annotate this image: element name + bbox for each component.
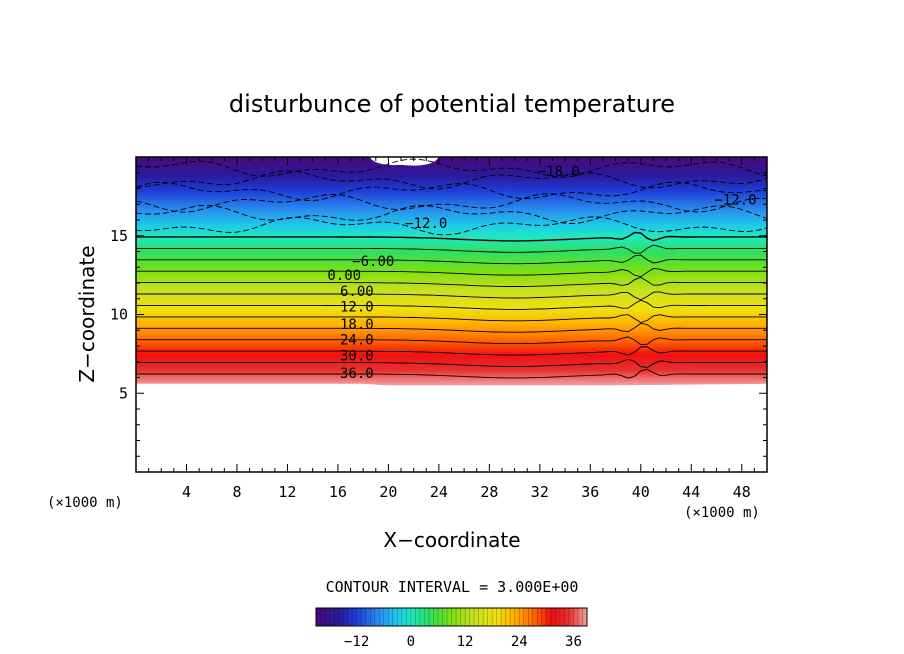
colorbar: −12 0 12 24 36 (315, 607, 588, 650)
contour-line (136, 358, 767, 369)
y-axis-ticks: 5 10 15 (110, 172, 767, 457)
colorbar-tick-label: 24 (511, 634, 528, 650)
contour-line (136, 193, 767, 213)
contour-label: 0.00 (327, 268, 361, 284)
y-tick-label: 10 (110, 306, 128, 324)
contour-line (136, 216, 767, 236)
contour-line (136, 244, 767, 254)
contour-line (136, 314, 767, 323)
colorbar-frame (315, 607, 588, 627)
contour-label: −6.00 (352, 254, 394, 270)
colorbar-stripes (320, 608, 583, 626)
colorbar-tick-label: 36 (565, 634, 582, 650)
contour-interval-text: CONTOUR INTERVAL = 3.000E+00 (326, 578, 579, 596)
y-tick-label: 5 (119, 384, 128, 402)
colorbar-tick-label: −12 (344, 634, 369, 650)
contour-label: 18.0 (340, 317, 374, 333)
contour-label: 12.0 (340, 300, 374, 316)
field-top-patch (369, 157, 439, 166)
x-tick-label: 48 (733, 483, 751, 501)
contour-line (136, 336, 767, 346)
plot-area: −18.0 −12.0 −12.0 −6.000.006.0012.018.024.0… (135, 156, 768, 473)
contour-label: 36.0 (340, 366, 374, 382)
contour-line (136, 254, 767, 265)
contour-line (136, 158, 767, 178)
x-tick-label: 32 (531, 483, 549, 501)
x-tick-label: 28 (480, 483, 498, 501)
x-axis-ticks: 4 8 12 16 20 24 28 32 36 40 44 48 (148, 157, 755, 501)
contour-line (136, 204, 767, 224)
contour-label: 30.0 (340, 348, 374, 364)
contour-label: 6.00 (340, 284, 374, 300)
colorbar-tick-label: 0 (407, 634, 415, 650)
y-axis-label: Z−coordinate (75, 245, 99, 382)
colorbar-fill (316, 608, 587, 626)
x-unit-left: (×1000 m) (47, 495, 123, 511)
x-tick-label: 16 (329, 483, 347, 501)
contour-line (136, 181, 767, 202)
contour-labels: −18.0 −12.0 −12.0 −6.000.006.0012.018.024.0… (327, 164, 756, 382)
colorbar-tick-label: 12 (457, 634, 474, 650)
chart-title: disturbunce of potential temperature (229, 90, 675, 118)
contour-label: −18.0 (538, 164, 580, 180)
contour-label: −12.0 (714, 193, 756, 209)
x-axis-label: X−coordinate (383, 528, 520, 552)
x-tick-label: 20 (379, 483, 397, 501)
contour-label: −12.0 (405, 216, 447, 232)
contour-label: 24.0 (340, 333, 374, 349)
field-bottom-edge (136, 383, 767, 392)
contour-line (136, 368, 767, 379)
x-tick-label: 36 (581, 483, 599, 501)
y-tick-label: 15 (110, 227, 128, 245)
x-tick-label: 8 (232, 483, 241, 501)
x-tick-label: 4 (182, 483, 191, 501)
contour-line (136, 231, 767, 242)
contour-line (136, 346, 767, 356)
contour-line (136, 268, 767, 278)
contour-lines (136, 158, 767, 379)
contour-line (136, 170, 767, 190)
x-tick-label: 44 (682, 483, 700, 501)
contour-line (136, 276, 767, 287)
contour-line (136, 299, 767, 310)
x-tick-label: 12 (278, 483, 296, 501)
contour-line (136, 322, 767, 333)
contour-line (136, 291, 767, 301)
x-tick-label: 24 (430, 483, 448, 501)
x-tick-label: 40 (632, 483, 650, 501)
x-unit-right: (×1000 m) (684, 505, 760, 521)
colorbar-ticks: −12 0 12 24 36 (344, 634, 582, 650)
data-field (136, 157, 767, 392)
